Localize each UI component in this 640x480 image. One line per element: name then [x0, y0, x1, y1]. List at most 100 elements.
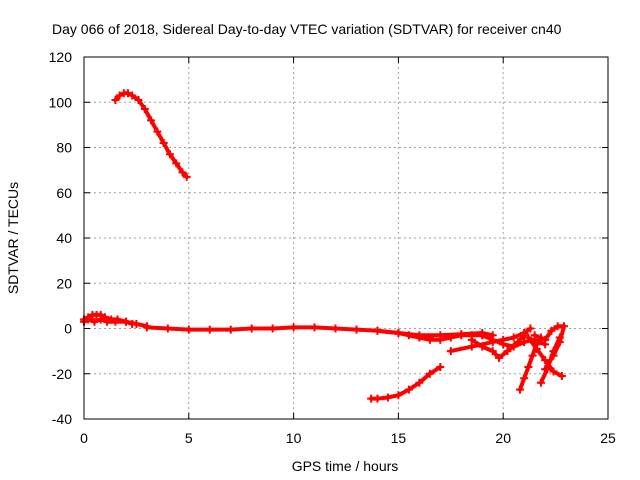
data-point: [178, 168, 187, 177]
data-point: [513, 338, 522, 347]
data-point: [549, 367, 558, 376]
data-point: [289, 323, 298, 332]
data-point: [478, 331, 487, 340]
y-tick-label: 60: [56, 185, 72, 201]
series-layer: [80, 89, 568, 403]
data-point: [557, 372, 566, 381]
data-point: [509, 333, 518, 342]
data-point: [226, 325, 235, 334]
data-point: [394, 391, 403, 400]
series-line-late-final: [532, 324, 566, 372]
data-point: [90, 317, 99, 326]
data-point: [541, 356, 550, 365]
data-point: [115, 91, 124, 100]
data-point: [530, 331, 539, 340]
data-point: [128, 91, 137, 100]
y-tick-label: 20: [56, 275, 72, 291]
data-point: [436, 362, 445, 371]
data-point: [467, 342, 476, 351]
data-point: [159, 138, 168, 147]
data-point: [503, 347, 512, 356]
data-point: [404, 385, 413, 394]
data-point: [165, 150, 174, 159]
data-point: [147, 116, 156, 125]
y-tick-label: -40: [52, 411, 72, 427]
data-point: [549, 351, 558, 360]
data-point: [268, 324, 277, 333]
data-point: [499, 340, 508, 349]
y-tick-label: 100: [49, 94, 73, 110]
x-axis-label: GPS time / hours: [292, 458, 399, 474]
data-point: [124, 89, 133, 98]
data-point: [425, 335, 434, 344]
data-point: [352, 325, 361, 334]
x-tick-label: 25: [600, 430, 616, 446]
data-point: [526, 324, 535, 333]
data-point: [163, 324, 172, 333]
x-tick-label: 5: [185, 430, 193, 446]
data-point: [172, 159, 181, 168]
x-tick-label: 15: [391, 430, 407, 446]
data-point: [404, 331, 413, 340]
x-tick-label: 0: [80, 430, 88, 446]
data-point: [457, 331, 466, 340]
data-point: [555, 338, 564, 347]
data-point: [415, 333, 424, 342]
data-point: [541, 335, 550, 344]
data-point: [142, 323, 151, 332]
data-point: [182, 172, 191, 181]
data-point: [373, 326, 382, 335]
data-point: [425, 369, 434, 378]
data-point: [524, 333, 533, 342]
data-point: [247, 324, 256, 333]
data-point: [559, 322, 568, 331]
data-point: [383, 393, 392, 402]
data-point: [331, 324, 340, 333]
data-point: [520, 374, 529, 383]
y-tick-label: 0: [64, 321, 72, 337]
data-point: [84, 315, 93, 324]
tick-labels: 0 5 10 15 20 25 -40 -20 0 20 40 60 80 100 120: [49, 49, 616, 446]
data-point: [103, 317, 112, 326]
x-tick-label: 10: [286, 430, 302, 446]
data-point: [488, 335, 497, 344]
data-point: [528, 351, 537, 360]
data-point: [394, 329, 403, 338]
y-tick-label: -20: [52, 366, 72, 382]
data-point: [446, 333, 455, 342]
data-point: [184, 325, 193, 334]
data-point: [515, 385, 524, 394]
data-point: [547, 326, 556, 335]
data-point: [495, 353, 504, 362]
data-point: [373, 394, 382, 403]
data-point: [478, 342, 487, 351]
data-point: [140, 105, 149, 114]
data-point: [488, 347, 497, 356]
data-point: [541, 365, 550, 374]
y-tick-label: 40: [56, 230, 72, 246]
data-point: [532, 344, 541, 353]
data-point: [134, 95, 143, 104]
tick-marks: [83, 56, 609, 420]
chart-title: Day 066 of 2018, Sidereal Day-to-day VTE…: [52, 21, 562, 37]
data-point: [415, 378, 424, 387]
data-point: [111, 95, 120, 104]
y-axis-label: SDTVAR / TECUs: [5, 182, 21, 294]
grid-lines: [84, 57, 608, 419]
data-point: [436, 335, 445, 344]
data-point: [520, 331, 529, 340]
x-tick-label: 20: [495, 430, 511, 446]
y-tick-label: 80: [56, 140, 72, 156]
y-tick-label: 120: [49, 49, 73, 65]
data-point: [205, 325, 214, 334]
data-point: [524, 362, 533, 371]
data-point: [446, 347, 455, 356]
data-point: [128, 319, 137, 328]
data-point: [96, 315, 105, 324]
data-point: [536, 378, 545, 387]
data-point: [310, 323, 319, 332]
data-point: [153, 127, 162, 136]
data-point: [111, 317, 120, 326]
data-point: [467, 335, 476, 344]
